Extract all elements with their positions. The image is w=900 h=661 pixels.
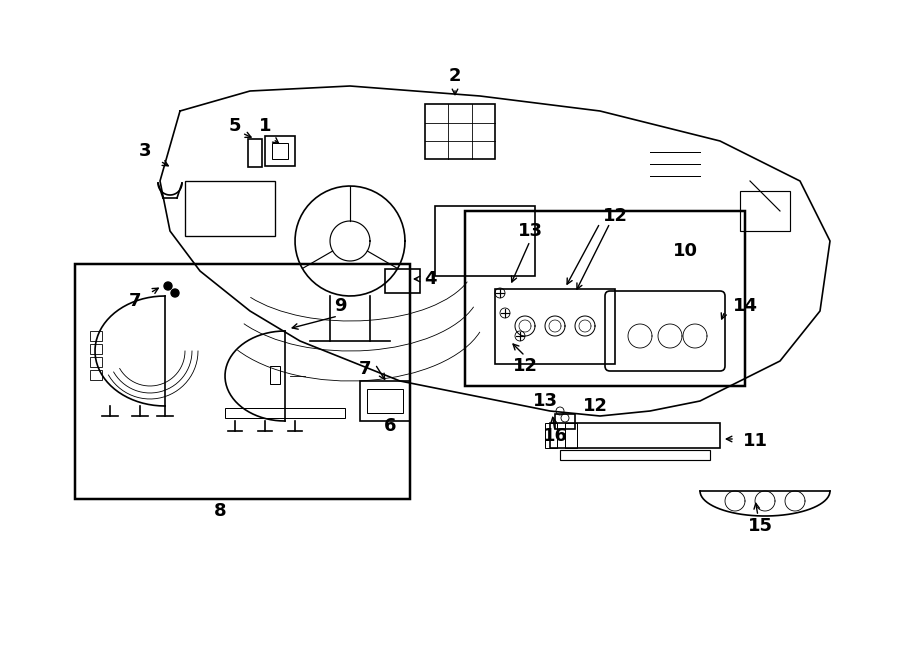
Bar bbox=[225, 408, 345, 418]
Text: 10: 10 bbox=[672, 242, 698, 260]
Text: 12: 12 bbox=[512, 357, 537, 375]
Bar bbox=[90, 344, 102, 354]
Text: 4: 4 bbox=[424, 270, 436, 288]
Text: 7: 7 bbox=[129, 292, 141, 310]
Bar bbox=[90, 370, 102, 380]
Text: 12: 12 bbox=[602, 207, 627, 225]
Text: 8: 8 bbox=[213, 502, 226, 520]
Text: 5: 5 bbox=[229, 117, 241, 135]
Bar bbox=[90, 357, 102, 367]
Text: 6: 6 bbox=[383, 417, 396, 435]
Bar bbox=[425, 104, 495, 159]
Bar bbox=[385, 269, 420, 293]
Bar bbox=[265, 136, 295, 166]
Bar bbox=[465, 211, 745, 386]
Bar bbox=[248, 139, 262, 167]
Bar bbox=[185, 181, 275, 236]
Bar bbox=[272, 143, 288, 159]
Text: 1: 1 bbox=[259, 117, 271, 135]
Circle shape bbox=[171, 289, 179, 297]
Text: 7: 7 bbox=[359, 360, 371, 378]
Bar bbox=[90, 331, 102, 341]
Circle shape bbox=[164, 282, 172, 290]
Bar bbox=[740, 191, 790, 231]
Bar bbox=[270, 366, 280, 384]
Bar bbox=[75, 264, 410, 499]
Text: 2: 2 bbox=[449, 67, 461, 85]
Text: 13: 13 bbox=[533, 392, 557, 410]
Bar bbox=[367, 389, 403, 413]
Text: 14: 14 bbox=[733, 297, 758, 315]
Bar bbox=[360, 381, 410, 421]
Text: 11: 11 bbox=[742, 432, 768, 450]
Bar bbox=[550, 423, 720, 448]
Bar bbox=[495, 289, 615, 364]
Bar bbox=[555, 414, 575, 429]
Bar bbox=[435, 206, 535, 276]
Bar bbox=[560, 450, 710, 460]
Text: 13: 13 bbox=[518, 222, 543, 240]
Bar bbox=[565, 423, 577, 448]
Text: 16: 16 bbox=[543, 427, 568, 445]
Text: 15: 15 bbox=[748, 517, 772, 535]
Text: 3: 3 bbox=[139, 142, 151, 160]
Text: 9: 9 bbox=[334, 297, 346, 315]
Text: 12: 12 bbox=[582, 397, 608, 415]
Bar bbox=[545, 423, 557, 448]
